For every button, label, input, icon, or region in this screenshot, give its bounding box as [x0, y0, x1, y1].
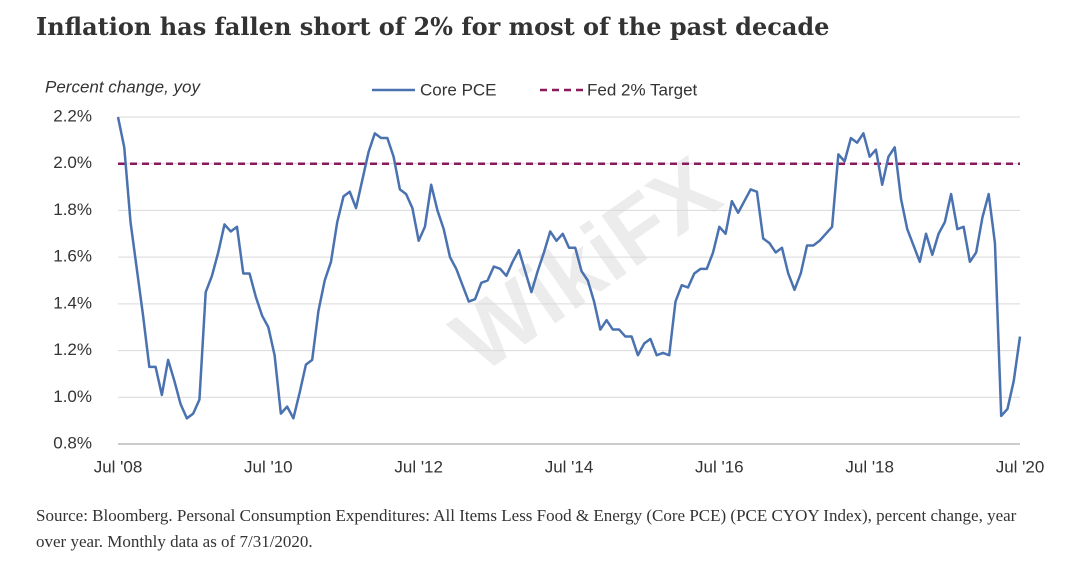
x-tick-label: Jul '14	[545, 457, 594, 476]
y-tick-label: 1.0%	[53, 387, 92, 406]
y-tick-label: 0.8%	[53, 433, 92, 452]
x-tick-label: Jul '20	[996, 457, 1045, 476]
watermark: WikiFX	[435, 138, 737, 392]
y-tick-label: 1.4%	[53, 293, 92, 312]
x-tick-label: Jul '10	[244, 457, 293, 476]
legend-label: Fed 2% Target	[587, 80, 698, 99]
legend-label: Core PCE	[420, 80, 497, 99]
data-line	[116, 116, 1022, 420]
x-tick-label: Jul '18	[845, 457, 894, 476]
y-axis-label: Percent change, yoy	[45, 77, 201, 96]
source-note: Source: Bloomberg. Personal Consumption …	[36, 506, 1017, 551]
x-tick-label: Jul '08	[94, 457, 143, 476]
chart-title: Inflation has fallen short of 2% for mos…	[36, 12, 830, 41]
y-tick-label: 1.2%	[53, 340, 92, 359]
x-tick-label: Jul '12	[394, 457, 443, 476]
y-tick-label: 2.0%	[53, 153, 92, 172]
y-tick-label: 1.8%	[53, 200, 92, 219]
x-tick-label: Jul '16	[695, 457, 744, 476]
y-tick-label: 2.2%	[53, 106, 92, 125]
y-tick-label: 1.6%	[53, 247, 92, 266]
